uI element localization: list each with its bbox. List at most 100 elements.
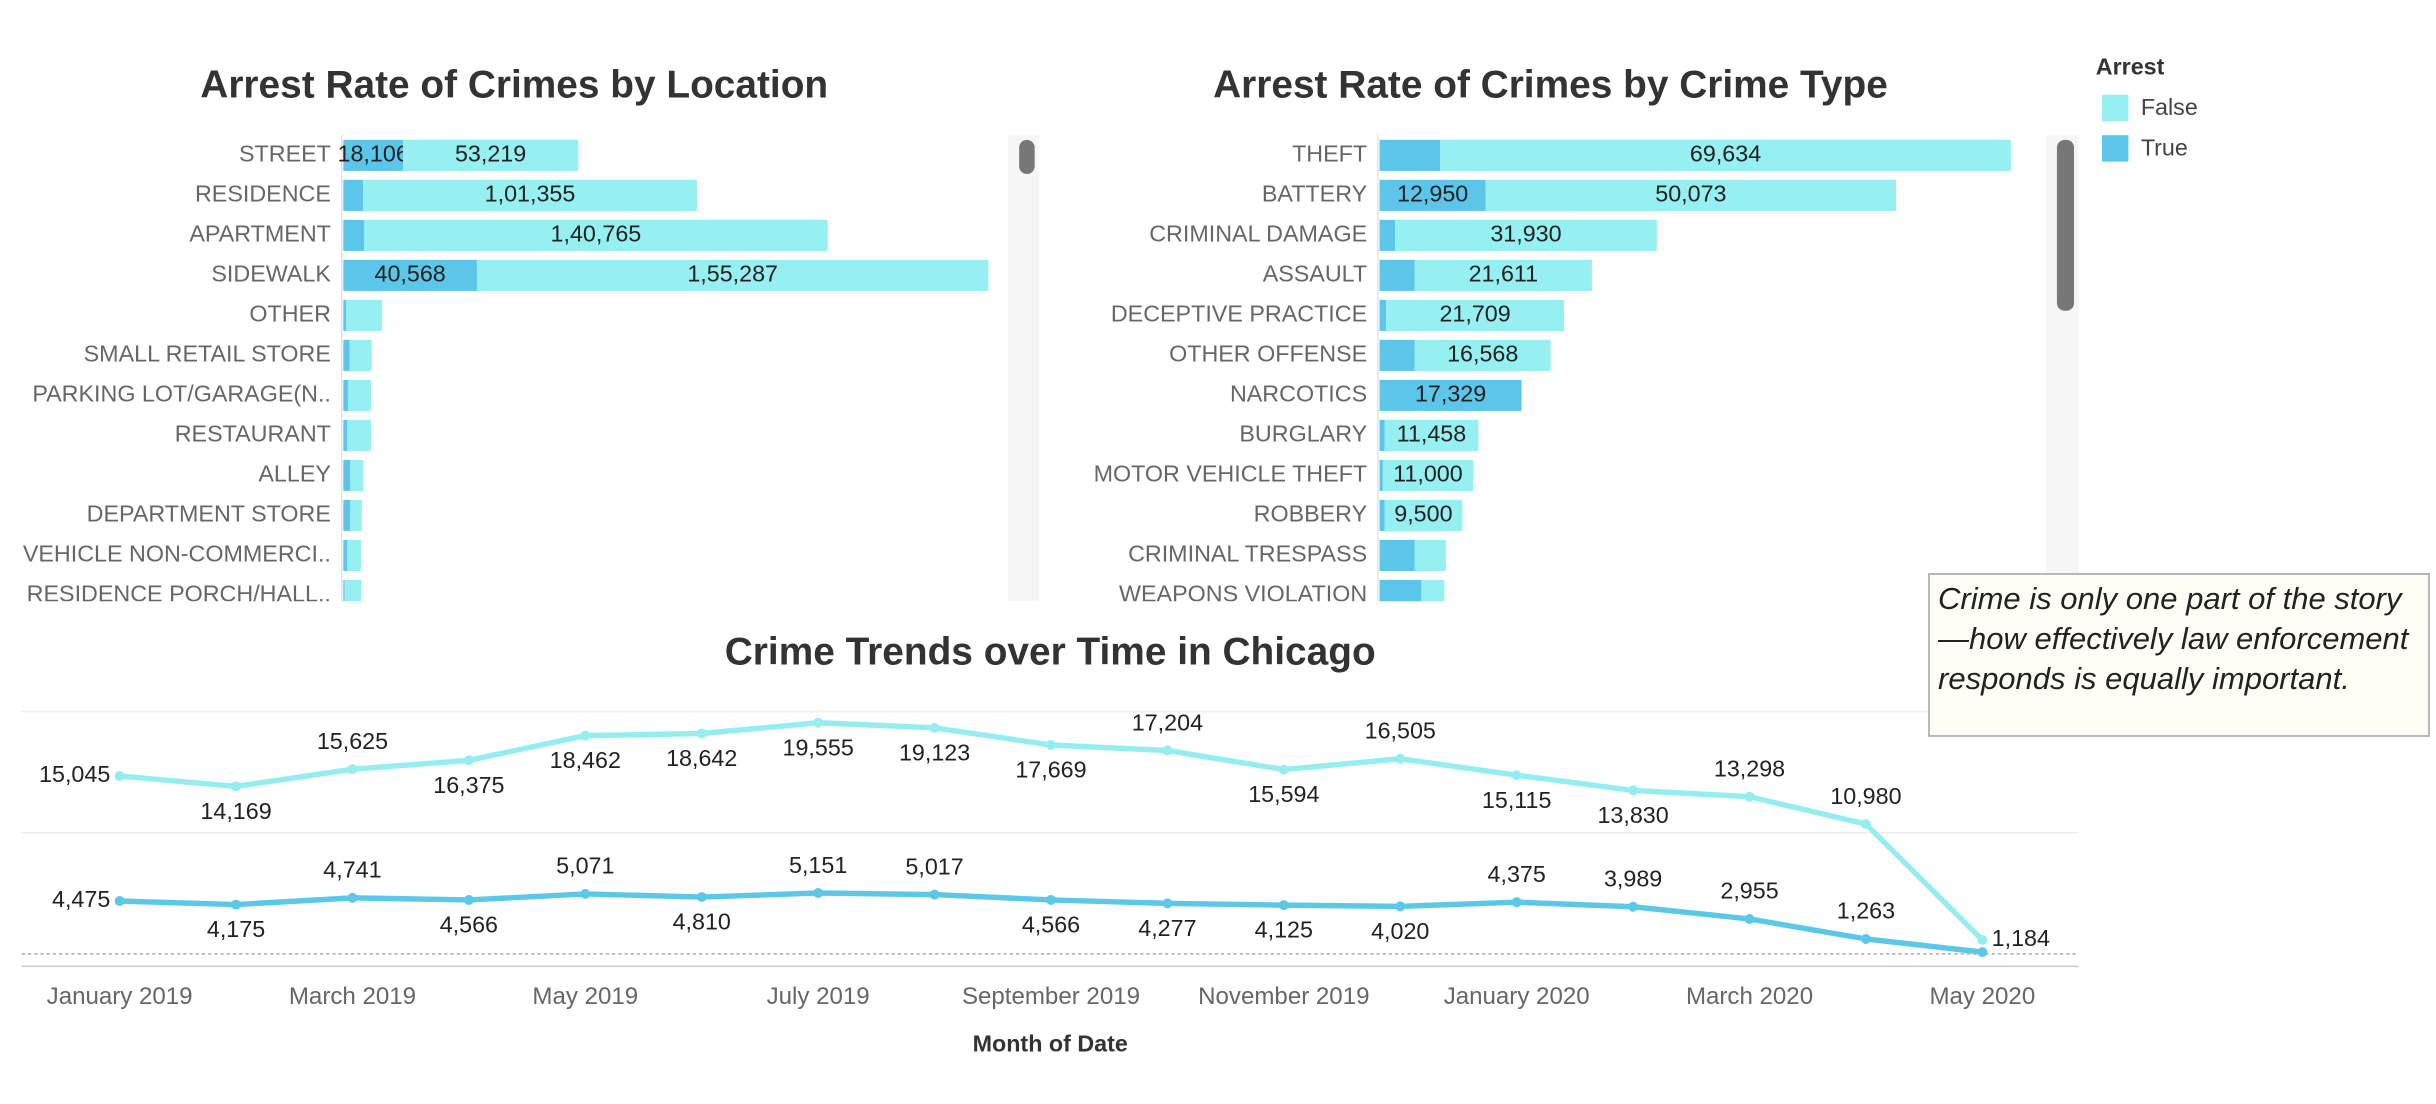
bar-segment bbox=[343, 219, 365, 251]
bar-segment bbox=[343, 179, 364, 211]
x-tick-label: September 2019 bbox=[962, 983, 1140, 1010]
bar-segment bbox=[1382, 459, 1473, 491]
scrollbar-track[interactable] bbox=[1008, 135, 1040, 602]
category-label: DEPARTMENT STORE bbox=[87, 501, 331, 527]
value-label: 4,375 bbox=[1488, 861, 1546, 887]
value-label: 69,634 bbox=[1690, 141, 1761, 167]
category-label: RESIDENCE bbox=[195, 181, 331, 207]
point bbox=[1628, 901, 1639, 912]
value-label: 4,277 bbox=[1138, 915, 1196, 941]
bar-segment bbox=[1379, 379, 1522, 411]
chart-title: Crime Trends over Time in Chicago bbox=[725, 630, 1376, 673]
point bbox=[1511, 897, 1522, 908]
legend: Arrest False True bbox=[2096, 54, 2198, 162]
bar-segment bbox=[347, 419, 372, 451]
scrollbar-thumb[interactable] bbox=[1019, 139, 1035, 175]
value-label: 12,950 bbox=[1397, 181, 1468, 207]
value-label: 16,568 bbox=[1447, 341, 1518, 367]
bar-segment bbox=[343, 379, 348, 411]
value-label: 4,125 bbox=[1255, 917, 1313, 943]
point bbox=[929, 889, 940, 900]
point bbox=[1278, 764, 1289, 775]
chart-title: Arrest Rate of Crimes by Location bbox=[200, 63, 828, 106]
bar-segment bbox=[1379, 259, 1415, 291]
category-label: ROBBERY bbox=[1254, 501, 1368, 527]
bar-segment bbox=[347, 379, 372, 411]
point bbox=[1744, 791, 1755, 802]
category-label: APARTMENT bbox=[189, 221, 331, 247]
value-label: 11,458 bbox=[1397, 421, 1467, 447]
value-label: 31,930 bbox=[1490, 221, 1561, 247]
annotation: Crime is only one part of the story—how … bbox=[1928, 573, 2430, 737]
category-label: CRIMINAL TRESPASS bbox=[1128, 541, 1367, 567]
x-tick-label: May 2019 bbox=[532, 983, 638, 1010]
bar-segment bbox=[1386, 299, 1565, 331]
bar-segment bbox=[1379, 579, 1422, 602]
bar-segment bbox=[1379, 539, 1415, 571]
value-label: 16,505 bbox=[1365, 718, 1436, 744]
value-label: 9,500 bbox=[1394, 501, 1452, 527]
value-label: 1,263 bbox=[1837, 898, 1895, 924]
x-tick-label: March 2020 bbox=[1686, 983, 1813, 1010]
bar-segment bbox=[1414, 259, 1592, 291]
bar-segment bbox=[1395, 219, 1657, 251]
value-label: 5,017 bbox=[905, 853, 963, 879]
bar-segment bbox=[350, 499, 362, 531]
bar-segment bbox=[343, 299, 347, 331]
value-label: 5,151 bbox=[789, 852, 847, 878]
category-label: BATTERY bbox=[1262, 181, 1368, 207]
bar-segment bbox=[363, 179, 697, 211]
bar-segment bbox=[349, 339, 372, 371]
bar-segment bbox=[346, 299, 383, 331]
legend-title: Arrest bbox=[2096, 54, 2165, 80]
value-label: 18,106 bbox=[338, 141, 409, 167]
chart-title: Arrest Rate of Crimes by Crime Type bbox=[1213, 63, 1888, 106]
point bbox=[463, 894, 474, 905]
category-label: RESIDENCE PORCH/HALL.. bbox=[27, 581, 331, 607]
legend-swatch bbox=[2101, 94, 2129, 122]
category-label: SMALL RETAIL STORE bbox=[84, 341, 331, 367]
point bbox=[347, 764, 358, 775]
value-label: 13,298 bbox=[1714, 755, 1785, 781]
legend-label: False bbox=[2141, 94, 2198, 120]
value-label: 10,980 bbox=[1830, 783, 1901, 809]
value-label: 17,329 bbox=[1415, 381, 1486, 407]
value-label: 1,55,287 bbox=[687, 261, 778, 287]
point bbox=[1395, 753, 1406, 764]
x-tick-label: January 2020 bbox=[1444, 983, 1590, 1010]
point bbox=[1744, 914, 1755, 924]
value-label: 4,566 bbox=[1022, 911, 1080, 937]
category-label: NARCOTICS bbox=[1230, 381, 1367, 407]
x-tick-label: November 2019 bbox=[1198, 983, 1369, 1010]
category-label: VEHICLE NON-COMMERCI.. bbox=[23, 541, 331, 567]
point bbox=[114, 896, 125, 906]
value-label: 4,020 bbox=[1371, 918, 1429, 944]
value-label: 50,073 bbox=[1655, 181, 1726, 207]
bar-segment bbox=[1379, 219, 1396, 251]
legend-label: True bbox=[2141, 134, 2188, 160]
point bbox=[1395, 901, 1406, 912]
point bbox=[114, 771, 125, 782]
bar-segment bbox=[1379, 139, 1441, 171]
category-label: THEFT bbox=[1292, 141, 1367, 167]
value-label: 21,611 bbox=[1469, 261, 1539, 287]
x-tick-label: May 2020 bbox=[1929, 983, 2035, 1010]
bar-segment bbox=[1379, 499, 1385, 531]
category-label: MOTOR VEHICLE THEFT bbox=[1094, 461, 1368, 487]
value-label: 17,669 bbox=[1015, 757, 1086, 783]
value-label: 16,375 bbox=[433, 772, 504, 798]
x-axis-title: Month of Date bbox=[973, 1031, 1128, 1057]
scrollbar-thumb[interactable] bbox=[2056, 139, 2075, 311]
point bbox=[813, 717, 824, 728]
point bbox=[1511, 770, 1522, 781]
point bbox=[1046, 894, 1056, 905]
crime-type-bars: THEFT 69,634 BATTERY 12,950 50,073 CRIMINAL D… bbox=[1094, 139, 2011, 602]
point bbox=[696, 728, 707, 739]
bar-segment bbox=[343, 499, 351, 531]
trend-lines: January 2019 March 2019 May 2019 July 2019 S… bbox=[39, 709, 2050, 1056]
point bbox=[1162, 898, 1173, 909]
point bbox=[1162, 745, 1173, 756]
bar-segment bbox=[1384, 419, 1479, 451]
